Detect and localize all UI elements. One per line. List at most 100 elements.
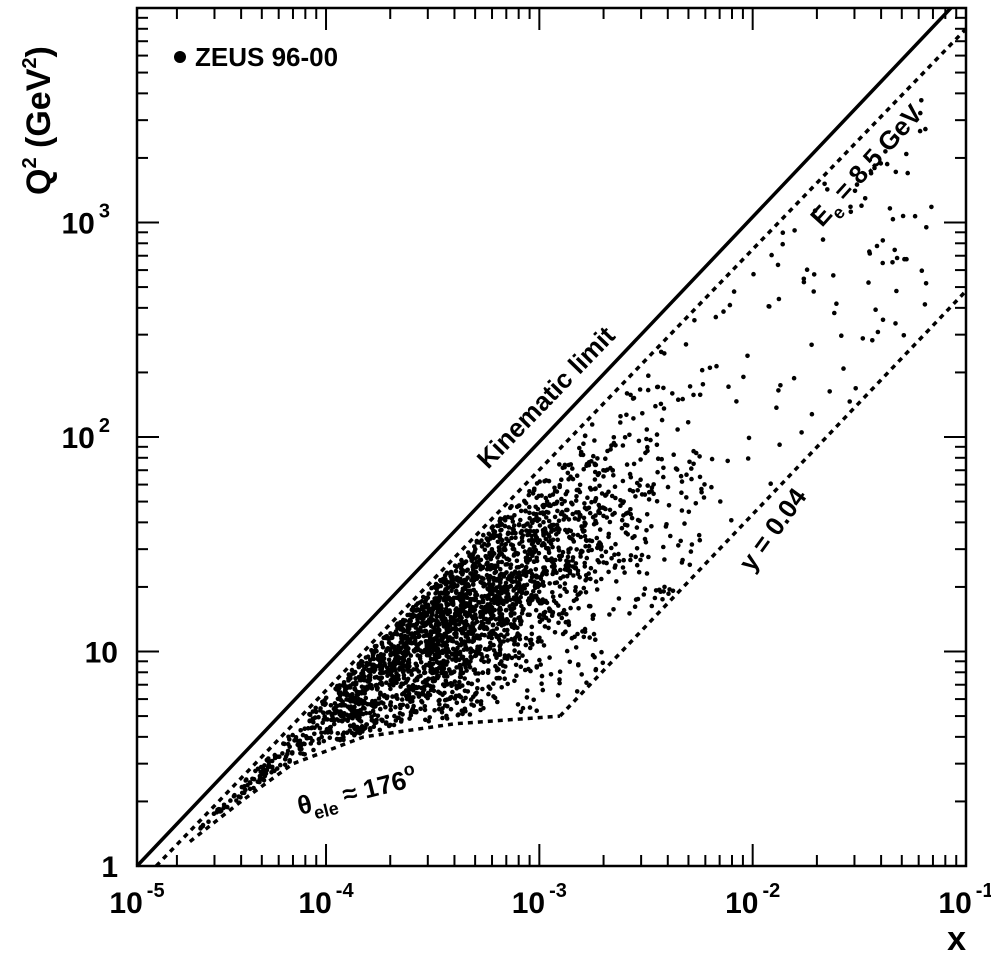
data-point: [543, 478, 549, 483]
data-point: [492, 570, 498, 576]
data-point: [445, 654, 451, 659]
data-point: [491, 681, 496, 686]
data-point: [425, 690, 431, 696]
data-point: [512, 638, 517, 644]
data-point: [440, 715, 445, 721]
data-point: [497, 572, 503, 578]
data-point: [565, 566, 570, 572]
data-point: [777, 442, 782, 448]
data-point: [621, 499, 626, 504]
data-point: [468, 697, 474, 702]
data-point: [570, 466, 575, 471]
data-point: [582, 433, 588, 439]
data-point: [530, 597, 535, 602]
data-point: [407, 663, 412, 669]
data-point: [563, 527, 568, 533]
data-point: [644, 528, 649, 533]
data-point: [351, 710, 356, 716]
data-point: [573, 588, 578, 594]
data-point: [641, 592, 647, 597]
data-point: [576, 606, 581, 611]
data-point: [791, 375, 797, 381]
data-point: [522, 549, 528, 554]
data-point: [646, 489, 652, 495]
data-point: [538, 662, 543, 667]
data-point: [887, 206, 893, 211]
data-point: [503, 585, 509, 591]
data-point: [611, 473, 616, 478]
data-point: [457, 679, 462, 685]
data-point: [534, 528, 540, 534]
data-point: [506, 525, 512, 530]
data-point: [310, 709, 316, 714]
data-point: [468, 571, 473, 576]
data-point: [631, 461, 637, 467]
data-point: [593, 637, 598, 642]
data-point: [335, 731, 341, 736]
data-point: [473, 546, 478, 552]
data-point: [537, 657, 542, 663]
data-point: [575, 532, 581, 538]
data-point: [599, 576, 604, 582]
data-point: [691, 461, 696, 467]
data-point: [381, 656, 387, 661]
data-point: [321, 710, 326, 715]
x-tick-label: 10 -5: [109, 880, 164, 920]
data-point: [357, 714, 362, 720]
data-point: [564, 507, 569, 513]
data-point: [398, 640, 404, 645]
data-point: [307, 718, 313, 724]
boundary-line: [188, 714, 561, 843]
data-point: [699, 367, 705, 373]
data-point: [633, 494, 638, 499]
data-point: [598, 546, 604, 552]
data-point: [628, 392, 633, 398]
data-point: [555, 508, 560, 514]
data-point: [383, 704, 388, 710]
data-point: [541, 610, 547, 616]
data-point: [547, 655, 552, 660]
data-point: [612, 552, 617, 557]
data-point: [661, 474, 666, 480]
data-point: [559, 553, 564, 559]
data-point: [454, 640, 460, 646]
data-point: [561, 574, 566, 579]
data-point: [416, 674, 421, 680]
data-point: [357, 731, 363, 736]
data-point: [232, 792, 237, 798]
data-point: [371, 655, 376, 661]
data-point: [248, 780, 253, 786]
data-point: [384, 720, 389, 725]
data-point: [613, 541, 618, 547]
data-point: [451, 577, 456, 582]
data-point: [693, 501, 699, 506]
boundary-line: [154, 27, 968, 868]
data-point: [482, 632, 487, 638]
data-point: [516, 522, 522, 528]
data-point: [487, 610, 493, 615]
data-point: [462, 622, 468, 627]
data-point: [547, 581, 552, 586]
data-point: [519, 563, 525, 568]
data-point: [363, 695, 369, 701]
data-point: [484, 654, 490, 659]
data-point: [285, 748, 291, 754]
data-point: [389, 642, 394, 647]
data-point: [769, 252, 774, 258]
data-point: [576, 510, 581, 515]
data-point: [492, 631, 498, 637]
data-point: [689, 542, 695, 547]
data-point: [449, 670, 455, 676]
data-point: [285, 741, 291, 747]
data-point: [554, 570, 559, 575]
data-point: [508, 613, 514, 618]
data-point: [809, 411, 815, 417]
data-point: [384, 633, 390, 639]
data-point: [822, 181, 827, 187]
axis-ticks: [137, 8, 967, 867]
data-point: [868, 170, 874, 176]
data-point: [533, 573, 539, 578]
data-point: [436, 698, 442, 704]
data-point: [482, 582, 488, 588]
data-point: [809, 342, 814, 348]
